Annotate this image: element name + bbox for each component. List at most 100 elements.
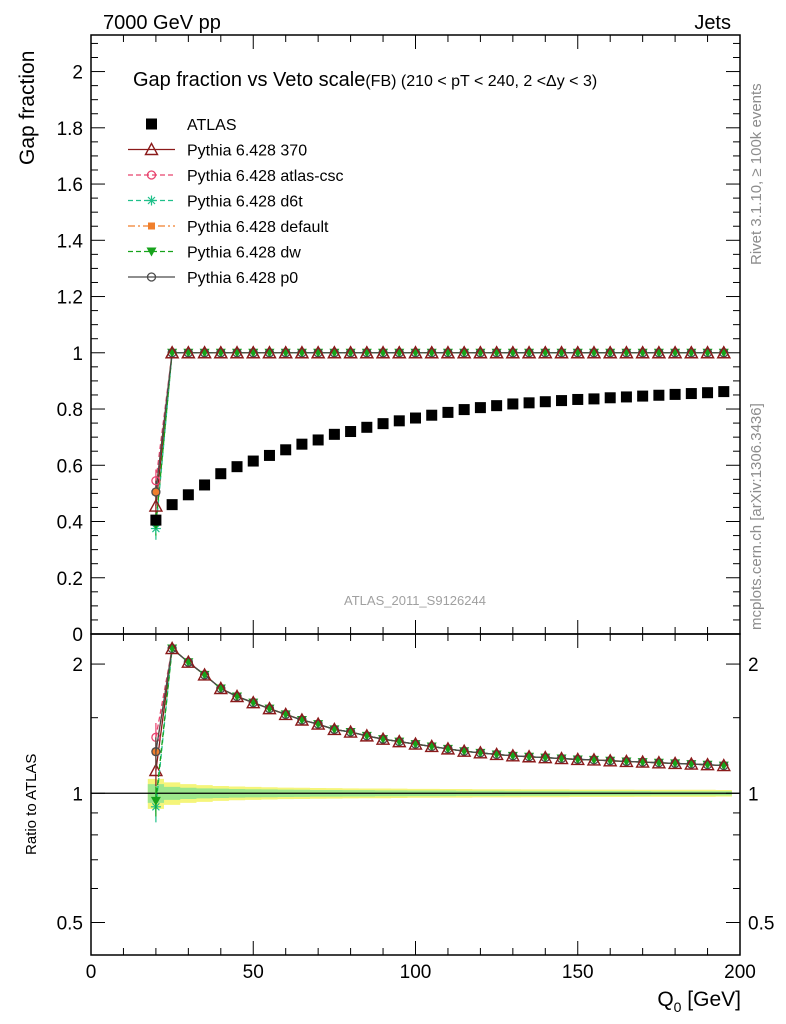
legend-label: Pythia 6.428 d6t xyxy=(187,194,303,211)
ratio-point-370 xyxy=(538,750,553,764)
ratio-point-370 xyxy=(197,667,212,681)
atlas-data-point xyxy=(637,390,649,402)
atlas-data-point xyxy=(410,412,421,424)
ratio-point-370 xyxy=(213,681,228,695)
atlas-data-point xyxy=(507,398,519,410)
header-right-label: Jets xyxy=(694,12,731,34)
ratio-point-370 xyxy=(716,758,731,772)
ratio-point-370 xyxy=(424,739,439,753)
atlas-data-point xyxy=(377,418,389,430)
mc-point-370 xyxy=(310,345,326,359)
legend-item: Pythia 6.428 atlas-csc xyxy=(128,168,344,185)
mc-point-370 xyxy=(392,345,407,359)
main-y-tick-label: 1.2 xyxy=(57,288,83,309)
ratio-point-370 xyxy=(181,654,196,668)
ratio-x-axis: 0 50 100 150 200 xyxy=(86,634,756,983)
ratio-y-tick-label-right: 2 xyxy=(748,655,759,676)
x-axis-label: Q0 [GeV] xyxy=(657,988,741,1015)
mc-point-370 xyxy=(538,345,553,359)
mc-point-370 xyxy=(570,345,585,359)
mc-point-370 xyxy=(554,345,569,359)
ratio-point-370 xyxy=(489,746,504,761)
mc-point xyxy=(152,488,160,496)
atlas-data-point xyxy=(685,388,697,400)
legend-label: Pythia 6.428 p0 xyxy=(187,270,298,287)
main-y-tick-label: 0 xyxy=(72,625,83,646)
mc-point-370 xyxy=(262,345,277,359)
atlas-data-point xyxy=(328,428,340,440)
ratio-line xyxy=(155,647,724,807)
chart-subtitle: (FB) (210 < pT < 240, 2 <Δy < 3) xyxy=(365,73,597,90)
mc-point-370 xyxy=(619,345,634,359)
ratio-y-axis: 0.5 0.5 1 1 2 2 xyxy=(57,655,775,934)
main-y-axis: 0 0.2 0.4 0.6 0.8 1 1.2 1.4 1.6 1.8 2 xyxy=(57,42,740,646)
ratio-point xyxy=(150,796,161,806)
legend-marker xyxy=(146,170,157,180)
ratio-point-370 xyxy=(294,712,310,726)
mc-point-370 xyxy=(294,345,310,359)
main-panel: 0 0.2 0.4 0.6 0.8 1 1.2 1.4 1.6 1.8 2 Gap fraction… xyxy=(16,34,741,646)
ratio-y-tick-label: 2 xyxy=(72,655,83,676)
mc-point-370 xyxy=(359,345,375,359)
ratio-point-370 xyxy=(700,757,715,771)
ratio-point-370 xyxy=(456,743,472,757)
mcplots-label: mcplots.cern.ch [arXiv:1306.3436] xyxy=(748,403,765,630)
atlas-data-point xyxy=(231,461,243,473)
x-tick-label: 100 xyxy=(400,962,432,983)
ratio-point-370 xyxy=(684,756,699,770)
mc-point-370 xyxy=(213,345,228,359)
ratio-y-tick-label-right: 1 xyxy=(748,784,759,805)
x-axis-label-subscript: 0 xyxy=(674,999,682,1015)
ratio-point-370 xyxy=(392,734,407,748)
ratio-point-370 xyxy=(278,706,293,721)
x-axis-label-unit: [GeV] xyxy=(681,988,741,1011)
mc-point xyxy=(151,476,161,486)
ratio-data-marks xyxy=(148,641,731,823)
mc-point-370 xyxy=(521,345,537,359)
x-tick-label: 200 xyxy=(724,962,756,983)
x-tick-label: 150 xyxy=(562,962,594,983)
chart-title: Gap fraction vs Veto scale(FB) (210 < pT… xyxy=(133,69,597,91)
mc-point-370 xyxy=(164,345,180,359)
legend-marker xyxy=(146,247,157,257)
mc-point-370 xyxy=(667,345,683,359)
atlas-data-point xyxy=(280,444,292,456)
mc-line-pythia-6.428-d6t xyxy=(155,352,724,529)
legend-marker xyxy=(144,142,159,156)
atlas-data-point xyxy=(702,387,714,399)
legend-item: ATLAS xyxy=(146,117,237,134)
mc-point-370 xyxy=(424,345,439,359)
mc-point-370 xyxy=(603,345,618,359)
legend-item: Pythia 6.428 370 xyxy=(128,142,307,160)
legend: ATLAS Pythia 6.428 370 Pythia 6.428 atlas-… xyxy=(128,117,344,287)
main-y-tick-label: 0.4 xyxy=(57,513,84,534)
ratio-line xyxy=(155,647,724,771)
atlas-data-point xyxy=(150,514,162,526)
main-y-tick-label: 0.8 xyxy=(57,400,83,421)
main-y-tick-label: 2 xyxy=(72,63,83,84)
atlas-data-point xyxy=(345,426,357,438)
ratio-point-370 xyxy=(164,641,180,655)
main-y-tick-label: 1 xyxy=(72,344,83,365)
mc-point-370 xyxy=(684,345,699,359)
legend-label: Pythia 6.428 default xyxy=(187,219,329,236)
mc-point-370 xyxy=(586,345,602,359)
ratio-point-370 xyxy=(327,721,342,736)
mc-point-370 xyxy=(181,345,196,359)
mc-point-370 xyxy=(408,345,423,359)
chart-title-main: Gap fraction vs Veto scale xyxy=(133,69,365,91)
atlas-data-point xyxy=(604,392,616,404)
atlas-data-point xyxy=(718,386,730,398)
ratio-point xyxy=(148,763,164,777)
ratio-point-370 xyxy=(603,753,618,767)
mc-point-370 xyxy=(278,345,293,359)
legend-item: Pythia 6.428 p0 xyxy=(128,270,298,287)
x-axis-label-symbol: Q xyxy=(657,988,673,1011)
legend-label: Pythia 6.428 dw xyxy=(187,245,301,262)
ratio-point-370 xyxy=(651,755,667,769)
ratio-point-370 xyxy=(619,753,634,768)
main-y-tick-label: 1.6 xyxy=(57,175,83,196)
legend-item: Pythia 6.428 d6t xyxy=(128,194,303,211)
ratio-y-tick-label-right: 0.5 xyxy=(748,913,774,934)
